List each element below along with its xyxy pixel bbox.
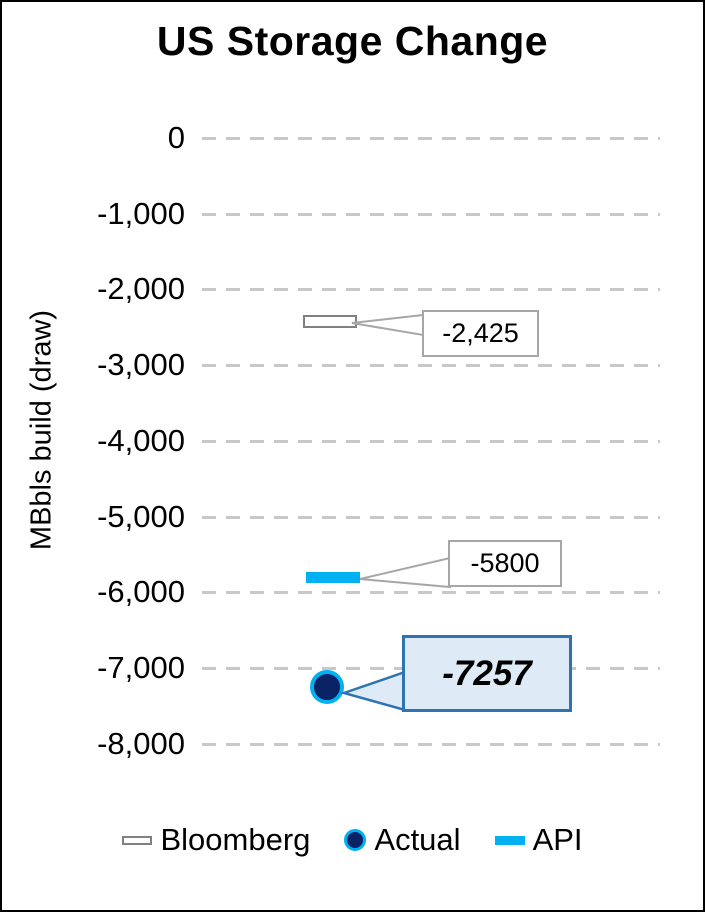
y-gridline (202, 288, 660, 292)
y-tick-label: -1,000 (97, 195, 185, 231)
y-tick-label: 0 (167, 120, 185, 155)
legend-item-actual: Actual (344, 822, 461, 858)
chart-title: US Storage Change (156, 18, 549, 64)
y-tick-label: -5,000 (97, 498, 185, 534)
actual-data-label: -7257 (402, 635, 572, 712)
y-gridline (202, 515, 660, 519)
legend-item-bloomberg: Bloomberg (122, 822, 310, 858)
y-gridline (202, 364, 660, 368)
api-data-label-text: -5800 (470, 548, 540, 578)
y-gridline (202, 439, 660, 443)
y-gridline (202, 742, 660, 746)
bloomberg-legend-marker-icon (122, 835, 153, 845)
api-marker (306, 571, 360, 583)
y-gridline (202, 137, 660, 140)
legend-label-bloomberg: Bloomberg (160, 822, 311, 857)
bloomberg-marker (303, 315, 357, 329)
y-tick-label: -6,000 (97, 574, 185, 610)
legend-item-api: API (494, 822, 583, 858)
bloomberg-data-label: -2,425 (422, 310, 539, 357)
api-callout-leader (359, 556, 451, 589)
y-gridline (202, 591, 660, 595)
actual-callout-leader (339, 670, 407, 712)
legend-label-actual: Actual (374, 822, 461, 857)
actual-legend-marker-icon (344, 829, 367, 851)
bloomberg-data-label-text: -2,425 (442, 318, 519, 348)
api-legend-marker-icon (494, 835, 525, 845)
y-tick-label: -7,000 (97, 649, 185, 685)
api-data-label: -5800 (448, 540, 562, 587)
bloomberg-callout-leader (351, 313, 424, 337)
actual-marker (310, 670, 344, 705)
y-tick-label: -4,000 (97, 422, 185, 458)
y-tick-label: -3,000 (97, 347, 185, 383)
actual-data-label-text: -7257 (442, 653, 532, 693)
legend-label-api: API (532, 822, 583, 857)
y-tick-label: -2,000 (97, 271, 185, 307)
y-gridline (202, 212, 660, 216)
legend: Bloomberg Actual API (2, 812, 703, 868)
y-tick-label: -8,000 (97, 725, 185, 761)
